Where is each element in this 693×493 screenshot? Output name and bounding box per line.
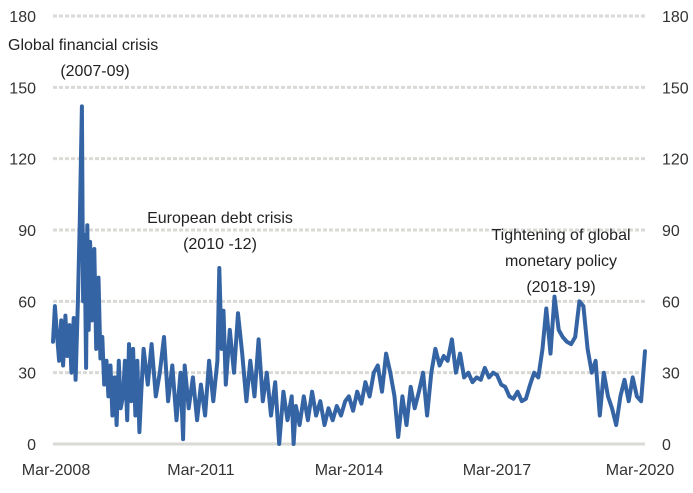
- y-tick-label-right: 90: [662, 223, 680, 240]
- y-axis-left: 0 30 60 90 120 150 180: [9, 9, 36, 454]
- gridlines: [53, 14, 645, 446]
- y-tick-label-left: 30: [18, 366, 36, 383]
- y-axis-right: 0 30 60 90 120 150 180: [662, 9, 689, 454]
- y-tick-label-left: 180: [9, 9, 36, 26]
- y-tick-label-right: 60: [662, 294, 680, 311]
- annotation-text: (2007-09): [60, 63, 129, 80]
- annotation-text: monetary policy: [505, 253, 617, 270]
- x-tick-label: Mar-2017: [463, 462, 532, 479]
- annotations: Global financial crisis (2007-09) European…: [8, 37, 631, 296]
- x-tick-label: Mar-2008: [22, 462, 91, 479]
- y-tick-label-left: 150: [9, 80, 36, 97]
- annotation-text: Global financial crisis: [8, 37, 158, 54]
- series-line: [51, 104, 647, 446]
- y-tick-label-right: 180: [662, 9, 689, 26]
- y-tick-label-right: 120: [662, 152, 689, 169]
- y-tick-label-right: 150: [662, 80, 689, 97]
- annotation-text: Tightening of global: [491, 227, 630, 244]
- annotation-text: European debt crisis: [147, 210, 293, 227]
- annotation-text: (2010 -12): [183, 236, 257, 253]
- y-tick-label-left: 90: [18, 223, 36, 240]
- y-tick-label-left: 120: [9, 152, 36, 169]
- y-tick-label-right: 0: [662, 437, 671, 454]
- annotation-text: (2018-19): [526, 279, 595, 296]
- y-tick-label-right: 30: [662, 366, 680, 383]
- x-tick-label: Mar-2014: [315, 462, 384, 479]
- x-tick-label: Mar-2020: [606, 462, 675, 479]
- x-tick-label: Mar-2011: [167, 462, 234, 479]
- y-tick-label-left: 60: [18, 294, 36, 311]
- y-tick-label-left: 0: [27, 437, 36, 454]
- x-axis: Mar-2008 Mar-2011 Mar-2014 Mar-2017 Mar-2020: [22, 462, 675, 479]
